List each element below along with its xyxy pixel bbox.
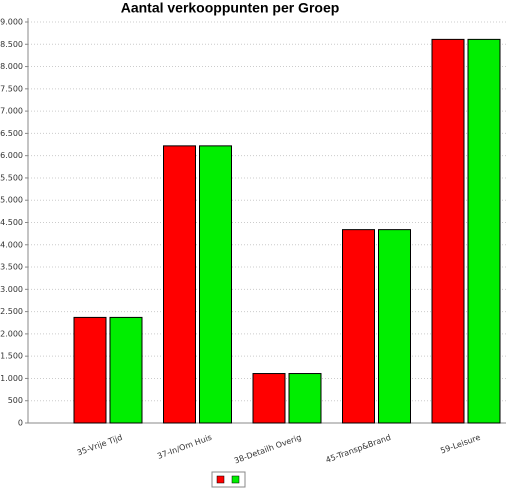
y-tick-label: 1.000 — [0, 374, 23, 383]
y-tick-label: 5.500 — [0, 173, 23, 182]
y-tick-label: 4.000 — [0, 240, 23, 249]
bar — [342, 229, 375, 424]
x-tick-label: 38-Detailh Overig — [233, 433, 303, 466]
y-tick-label: 500 — [8, 396, 23, 405]
y-tick-label: 8.000 — [0, 62, 23, 71]
y-tick-label: 6.000 — [0, 151, 23, 160]
bar — [288, 373, 322, 424]
y-tick-label: 7.000 — [0, 107, 23, 116]
bar — [73, 316, 107, 424]
legend-swatch — [231, 475, 240, 484]
bar — [109, 316, 143, 424]
bar — [252, 373, 286, 424]
legend-swatch — [216, 475, 225, 484]
bar — [378, 229, 411, 424]
x-tick-label: 45-Transp&Brand — [324, 433, 392, 465]
bar — [163, 145, 196, 424]
y-tick-label: 1.500 — [0, 352, 23, 361]
y-tick-label: 8.500 — [0, 40, 23, 49]
bar — [431, 38, 465, 424]
y-tick-label: 9.000 — [0, 18, 23, 27]
x-tick-label: 35-Vrije Tijd — [76, 433, 124, 458]
y-tick-label: 6.500 — [0, 129, 23, 138]
bar — [467, 38, 501, 424]
y-tick-label: 2.500 — [0, 307, 23, 316]
y-tick-label: 2.000 — [0, 329, 23, 338]
y-tick-label: 7.500 — [0, 84, 23, 93]
y-tick-label: 0 — [18, 419, 23, 428]
chart-title: Aantal verkooppunten per Groep — [121, 0, 340, 16]
y-tick-label: 3.000 — [0, 285, 23, 294]
y-tick-label: 3.500 — [0, 263, 23, 272]
x-tick-label: 37-In/Om Huis — [156, 433, 213, 461]
y-tick-label: 5.000 — [0, 196, 23, 205]
x-tick-label: 59-Leisure — [439, 433, 481, 456]
y-tick-label: 4.500 — [0, 218, 23, 227]
bar — [199, 145, 232, 424]
